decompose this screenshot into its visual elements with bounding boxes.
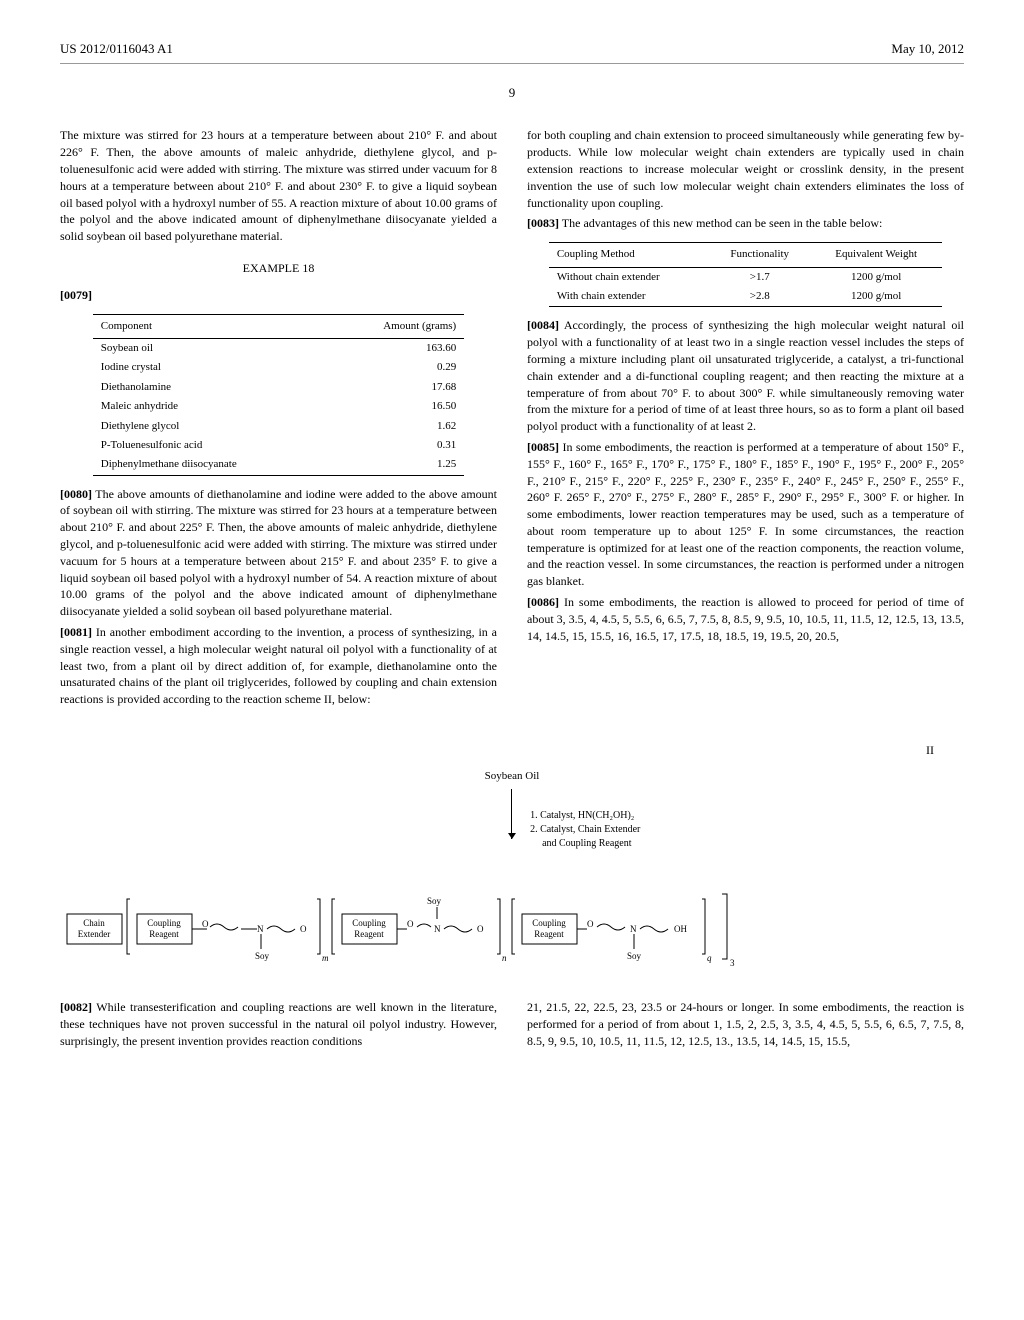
paragraph-0085: In some embodiments, the reaction is per… — [527, 440, 964, 588]
svg-text:Extender: Extender — [78, 929, 110, 939]
table-cell: Iodine crystal — [93, 358, 327, 377]
table-cell: Soybean oil — [93, 338, 327, 358]
publication-date: May 10, 2012 — [891, 40, 964, 58]
svg-text:Coupling: Coupling — [147, 918, 181, 928]
content-columns: The mixture was stirred for 23 hours at … — [60, 127, 964, 712]
svg-text:3: 3 — [730, 958, 735, 968]
svg-text:q: q — [707, 953, 712, 963]
table-cell: With chain extender — [549, 287, 709, 307]
table-cell: >1.7 — [709, 267, 810, 287]
table-cell: 0.29 — [327, 358, 464, 377]
table-header: Equivalent Weight — [810, 243, 942, 267]
table-cell: Diethanolamine — [93, 378, 327, 397]
svg-text:O: O — [587, 919, 594, 929]
para-num-0085: [0085] — [527, 440, 559, 454]
para-num-0082: [0082] — [60, 1000, 92, 1014]
para-num-0084: [0084] — [527, 318, 559, 332]
publication-number: US 2012/0116043 A1 — [60, 40, 173, 58]
page-header: US 2012/0116043 A1 May 10, 2012 — [60, 40, 964, 64]
paragraph-0086-cont: 21, 21.5, 22, 22.5, 23, 23.5 or 24-hours… — [527, 999, 964, 1049]
table-cell: P-Toluenesulfonic acid — [93, 436, 327, 455]
table-cell: 16.50 — [327, 397, 464, 416]
reaction-scheme-ii: II Soybean Oil 1. Catalyst, HN(CH₂OH)₂ 2… — [60, 742, 964, 969]
table-header: Coupling Method — [549, 243, 709, 267]
svg-text:Reagent: Reagent — [149, 929, 179, 939]
right-column: for both coupling and chain extension to… — [527, 127, 964, 712]
para-num-0083: [0083] — [527, 216, 559, 230]
step3-label: and Coupling Reagent — [530, 837, 640, 851]
paragraph-0082: While transesterification and coupling r… — [60, 1000, 497, 1048]
svg-text:O: O — [202, 919, 209, 929]
svg-text:Coupling: Coupling — [352, 918, 386, 928]
svg-text:m: m — [322, 953, 329, 963]
svg-text:N: N — [630, 924, 637, 934]
para-num-0080: [0080] — [60, 487, 92, 501]
table-cell: 1200 g/mol — [810, 267, 942, 287]
table-cell: 17.68 — [327, 378, 464, 397]
paragraph-0086: In some embodiments, the reaction is all… — [527, 595, 964, 643]
table-cell: >2.8 — [709, 287, 810, 307]
svg-text:Reagent: Reagent — [534, 929, 564, 939]
example-18-heading: EXAMPLE 18 — [60, 260, 497, 277]
chemical-structure-svg: Chain Extender Coupling Reagent O N Soy … — [62, 879, 962, 969]
svg-text:Soy: Soy — [427, 896, 442, 906]
left-column: The mixture was stirred for 23 hours at … — [60, 127, 497, 712]
svg-text:Reagent: Reagent — [354, 929, 384, 939]
svg-text:n: n — [502, 953, 507, 963]
comparison-table: Coupling Method Functionality Equivalent… — [549, 242, 942, 307]
svg-text:OH: OH — [674, 924, 687, 934]
table-cell: Without chain extender — [549, 267, 709, 287]
svg-text:N: N — [434, 924, 441, 934]
bottom-right-column: 21, 21.5, 22, 22.5, 23, 23.5 or 24-hours… — [527, 999, 964, 1053]
para-num-0079: [0079] — [60, 288, 92, 302]
step1-label: 1. Catalyst, HN(CH₂OH)₂ — [530, 809, 640, 823]
table-header-component: Component — [93, 314, 327, 338]
svg-text:O: O — [407, 919, 414, 929]
arrow-labels: 1. Catalyst, HN(CH₂OH)₂ 2. Catalyst, Cha… — [530, 809, 640, 851]
svg-text:O: O — [300, 924, 307, 934]
table-cell: 1200 g/mol — [810, 287, 942, 307]
bottom-left-column: [0082] While transesterification and cou… — [60, 999, 497, 1053]
step2-label: 2. Catalyst, Chain Extender — [530, 823, 640, 837]
svg-text:Soy: Soy — [627, 951, 642, 961]
bottom-columns: [0082] While transesterification and cou… — [60, 999, 964, 1053]
scheme-top: Soybean Oil 1. Catalyst, HN(CH₂OH)₂ 2. C… — [60, 769, 964, 849]
table-cell: 1.62 — [327, 417, 464, 436]
arrow-down-icon — [511, 789, 514, 839]
table-header: Functionality — [709, 243, 810, 267]
table-cell: Maleic anhydride — [93, 397, 327, 416]
table-cell: Diethylene glycol — [93, 417, 327, 436]
table-header-amount: Amount (grams) — [327, 314, 464, 338]
table-cell: 0.31 — [327, 436, 464, 455]
para-num-0086: [0086] — [527, 595, 559, 609]
paragraph-82-cont: for both coupling and chain extension to… — [527, 127, 964, 211]
svg-text:Coupling: Coupling — [532, 918, 566, 928]
table-cell: 1.25 — [327, 455, 464, 475]
component-table: Component Amount (grams) Soybean oil163.… — [93, 314, 464, 476]
scheme-structure: Chain Extender Coupling Reagent O N Soy … — [60, 879, 964, 969]
svg-text:Chain: Chain — [83, 918, 105, 928]
page-number: 9 — [60, 84, 964, 102]
svg-text:O: O — [477, 924, 484, 934]
soybean-oil-label: Soybean Oil — [485, 770, 540, 782]
paragraph-0083: The advantages of this new method can be… — [562, 216, 883, 230]
table-cell: 163.60 — [327, 338, 464, 358]
svg-text:N: N — [257, 924, 264, 934]
paragraph-78-cont: The mixture was stirred for 23 hours at … — [60, 127, 497, 245]
table-cell: Diphenylmethane diisocyanate — [93, 455, 327, 475]
paragraph-0081: In another embodiment according to the i… — [60, 625, 497, 706]
svg-text:Soy: Soy — [255, 951, 270, 961]
para-num-0081: [0081] — [60, 625, 92, 639]
paragraph-0080: The above amounts of diethanolamine and … — [60, 487, 497, 619]
paragraph-0084: Accordingly, the process of synthesizing… — [527, 318, 964, 433]
scheme-label: II — [60, 742, 964, 759]
